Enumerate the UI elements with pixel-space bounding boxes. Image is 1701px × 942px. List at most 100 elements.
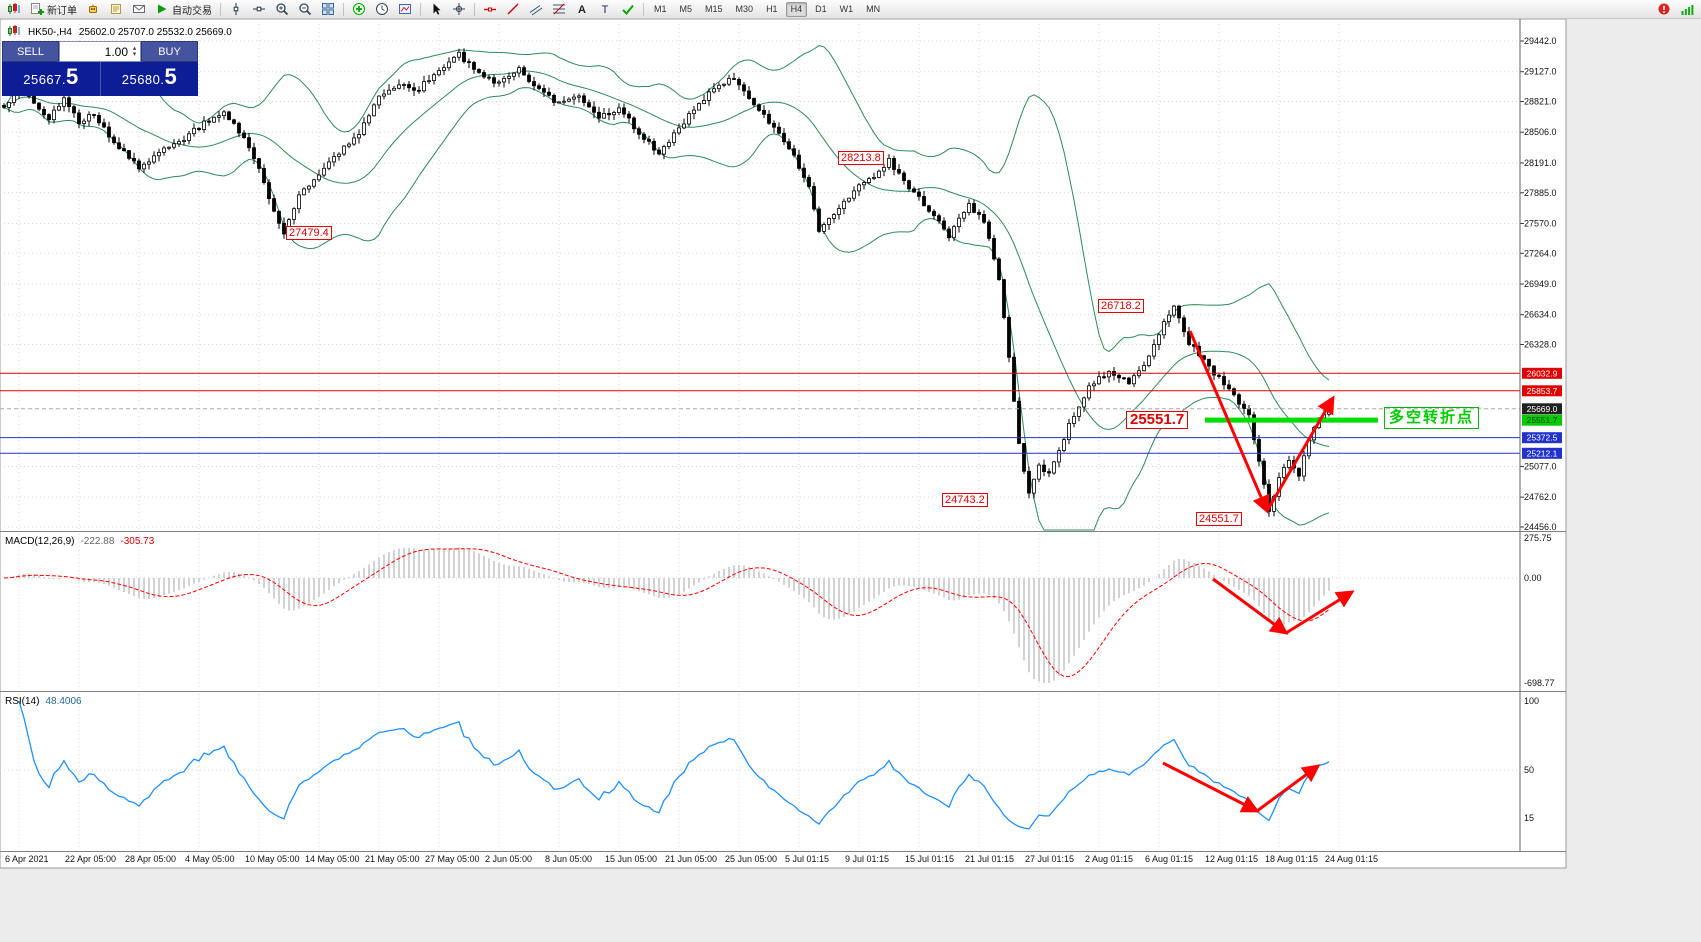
volume-increase-button[interactable]: ▴ [132, 44, 137, 52]
buy-button[interactable]: BUY [141, 41, 198, 62]
price-base: 25680. [121, 72, 165, 87]
expert-advisors-button[interactable] [82, 1, 104, 18]
timeframe-h4-button[interactable]: H4 [785, 1, 808, 17]
timeframe-h1-button[interactable]: H1 [761, 2, 783, 17]
rsi-scale-label: 50 [1524, 765, 1534, 775]
tile-windows-button[interactable] [317, 1, 339, 18]
zoom-in-icon [275, 2, 289, 16]
timeframe-m1-button[interactable]: M1 [649, 2, 672, 17]
main-toolbar: 新订单 自动交易 A T M1 M5 M15 M30 H1 H4 D1 W1 MN [0, 0, 1701, 19]
toolbar-separator [220, 2, 221, 16]
new-order-button[interactable]: 新订单 [26, 1, 81, 18]
price-level-tag: 25669.0 [1527, 404, 1558, 414]
zoom-out-button[interactable] [294, 1, 316, 18]
price-scale[interactable]: 29442.0 29127.0 28821.0 28506.0 28191.0 27885… [1520, 36, 1557, 823]
arrows-tool-button[interactable] [617, 1, 639, 18]
price-scale-label: 27885.0 [1524, 188, 1557, 198]
timeframe-m5-button[interactable]: M5 [675, 2, 698, 17]
trend-arrows [1162, 330, 1355, 813]
fibonacci-tool-button[interactable] [548, 1, 570, 18]
timeframe-m15-button[interactable]: M15 [700, 2, 728, 17]
timeframe-m30-button[interactable]: M30 [731, 2, 759, 17]
price-scale-label: 26328.0 [1524, 340, 1557, 350]
toolbar-separator [474, 2, 475, 16]
metaeditor-button[interactable] [105, 1, 127, 18]
volume-input[interactable]: 1.00 ▴ ▾ [59, 41, 141, 62]
price-scale-label: 28191.0 [1524, 158, 1557, 168]
trendline-tool-button[interactable] [502, 1, 524, 18]
timeframe-d1-button[interactable]: D1 [810, 2, 832, 17]
price-scale-label: 28821.0 [1524, 97, 1557, 107]
rsi-scale-label: 15 [1524, 813, 1534, 823]
crosshair-button[interactable] [448, 1, 470, 18]
crosshair-icon [452, 2, 466, 16]
volume-decrease-button[interactable]: ▾ [132, 50, 137, 58]
macd-histogram [8, 547, 1330, 683]
time-axis-label: 21 Jul 01:15 [965, 854, 1014, 864]
macd-signal-line [3, 548, 1330, 678]
channel-tool-button[interactable] [525, 1, 547, 18]
time-axis-label: 4 May 05:00 [185, 854, 235, 864]
alerts-icon [1657, 2, 1671, 16]
text-tool-button[interactable]: A [571, 1, 593, 18]
price-scale-label: 24762.0 [1524, 492, 1557, 502]
vertical-line-button[interactable] [225, 1, 247, 18]
trendline-tool-icon [506, 2, 520, 16]
volume-spinner: ▴ ▾ [130, 44, 139, 58]
price-level-tag: 25372.5 [1527, 433, 1558, 443]
time-axis-label: 15 Jun 05:00 [605, 854, 657, 864]
bollinger-bands [3, 45, 1330, 531]
time-axis-label: 2 Aug 01:15 [1085, 854, 1133, 864]
timeframe-w1-button[interactable]: W1 [835, 2, 859, 17]
periods-button[interactable] [371, 1, 393, 18]
chart-window-icon [7, 2, 21, 16]
chart-window-button[interactable] [3, 1, 25, 18]
time-axis-label: 21 May 05:00 [365, 854, 420, 864]
indicators-button[interactable] [348, 1, 370, 18]
sell-button[interactable]: SELL [2, 41, 59, 62]
time-axis-label: 14 May 05:00 [305, 854, 360, 864]
price-scale-label: 24456.0 [1524, 522, 1557, 532]
sell-price-display[interactable]: 25667. 5 [2, 62, 100, 96]
price-scale-label: 27264.0 [1524, 248, 1557, 258]
rsi-scale-label: 100 [1524, 696, 1539, 706]
macd-scale-label: 275.75 [1524, 533, 1552, 543]
time-axis-label: 10 May 05:00 [245, 854, 300, 864]
buy-price-display[interactable]: 25680. 5 [99, 62, 199, 96]
time-axis-label: 6 Apr 2021 [5, 854, 49, 864]
price-level-tag: 26032.9 [1527, 368, 1558, 378]
label-tool-button[interactable]: T [594, 1, 616, 18]
time-axis-label: 28 Apr 05:00 [125, 854, 176, 864]
autotrade-button-label: 自动交易 [172, 5, 212, 17]
price-scale-label: 29127.0 [1524, 67, 1557, 77]
price-level-tag: 25212.1 [1527, 448, 1558, 458]
mailbox-button[interactable] [128, 1, 150, 18]
zoom-in-button[interactable] [271, 1, 293, 18]
time-axis-label: 15 Jul 01:15 [905, 854, 954, 864]
price-scale-label: 25077.0 [1524, 461, 1557, 471]
templates-button[interactable] [394, 1, 416, 18]
new-order-icon [30, 2, 44, 16]
connection-status-icon[interactable] [1676, 1, 1698, 18]
horizontal-line-tool-button[interactable] [479, 1, 501, 18]
alerts-button[interactable] [1653, 1, 1675, 18]
periods-icon [375, 2, 389, 16]
horizontal-line-icon [252, 2, 266, 16]
fibonacci-tool-icon [552, 2, 566, 16]
price-scale-label: 28506.0 [1524, 127, 1557, 137]
price-scale-label: 27570.0 [1524, 218, 1557, 228]
time-axis-label: 12 Aug 01:15 [1205, 854, 1258, 864]
svg-text:T: T [602, 4, 609, 16]
connection-status-icon [1680, 2, 1694, 16]
cursor-button[interactable] [425, 1, 447, 18]
label-tool-icon: T [598, 2, 612, 16]
horizontal-line-button[interactable] [248, 1, 270, 18]
autotrade-button[interactable]: 自动交易 [151, 1, 216, 18]
one-click-trading-panel: SELL 1.00 ▴ ▾ BUY 25667. 5 25680. 5 [2, 41, 198, 96]
autotrade-icon [155, 2, 169, 16]
timeframe-mn-button[interactable]: MN [861, 2, 885, 17]
time-axis-label: 8 Jun 05:00 [545, 854, 592, 864]
time-axis-label: 25 Jun 05:00 [725, 854, 777, 864]
toolbar-separator [420, 2, 421, 16]
